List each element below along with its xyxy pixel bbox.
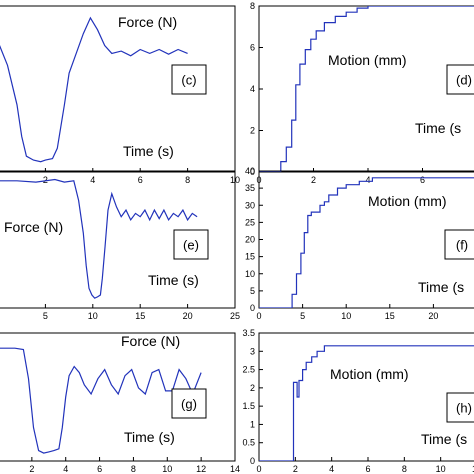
panel-d-time-label: Time (s	[415, 120, 461, 136]
panel-g-force-chart: 2 4 6 8 10 12 14 Force (N) Time (s) (g)	[0, 332, 240, 474]
y-tick-label: 0	[250, 456, 255, 466]
y-tick-label: 40	[245, 166, 255, 176]
x-tick-label: 10	[88, 311, 98, 321]
panel-h-series-line	[259, 345, 474, 461]
y-tick-label: 0	[250, 303, 255, 313]
y-tick-label: 25	[245, 217, 255, 227]
panel-f-time-label: Time (s	[418, 279, 464, 295]
y-tick-label: 1	[250, 419, 255, 429]
panel-g-time-label: Time (s)	[124, 429, 175, 445]
x-tick-label: 12	[196, 464, 206, 474]
panel-h-time-label: Time (s	[421, 431, 467, 447]
panel-d-quantity-label: Motion (mm)	[328, 52, 407, 68]
x-tick-label: 20	[428, 311, 438, 321]
y-tick-label: 1.5	[242, 401, 255, 411]
y-tick-label: 5	[250, 286, 255, 296]
panel-c-series-line	[0, 16, 188, 163]
panel-c-quantity-label: Force (N)	[118, 14, 177, 30]
panel-e-series-line	[0, 178, 198, 299]
y-tick-label: 3.5	[242, 328, 255, 338]
x-tick-label: 6	[97, 464, 102, 474]
y-tick-label: 4	[250, 84, 255, 94]
x-tick-label: 10	[162, 464, 172, 474]
x-tick-label: 2	[43, 175, 48, 185]
x-tick-label: 5	[43, 311, 48, 321]
y-tick-label: 0	[250, 167, 255, 177]
y-tick-label: 10	[245, 269, 255, 279]
x-tick-label: 10	[341, 311, 351, 321]
y-tick-label: 2	[250, 126, 255, 136]
panel-c-time-label: Time (s)	[123, 143, 174, 159]
panel-h-tag-label: (h)	[456, 401, 472, 416]
x-tick-label: 2	[293, 464, 298, 474]
panel-e-tag-label: (e)	[183, 238, 199, 253]
x-tick-label: 4	[63, 464, 68, 474]
panel-c-tag-box	[171, 64, 207, 95]
panel-c-tag-label: (c)	[181, 73, 196, 88]
panel-c-axes-frame	[0, 5, 236, 173]
y-tick-label: 35	[245, 183, 255, 193]
panel-g-tag-label: (g)	[181, 397, 197, 412]
x-tick-label: 2	[29, 464, 34, 474]
panel-h-tag-box	[446, 392, 474, 423]
x-tick-label: 6	[420, 175, 425, 185]
x-tick-label: 5	[300, 311, 305, 321]
panel-e-force-chart: 5 10 15 20 25 Force (N) Time (s) (e)	[0, 170, 240, 321]
panel-h-quantity-label: Motion (mm)	[330, 366, 409, 382]
panel-e-time-label: Time (s)	[148, 272, 199, 288]
y-tick-label: 2.5	[242, 365, 255, 375]
y-tick-label: 6	[250, 43, 255, 53]
x-tick-label: 4	[365, 175, 370, 185]
x-tick-label: 25	[230, 311, 240, 321]
y-tick-label: 3	[250, 346, 255, 356]
panel-e-quantity-label: Force (N)	[4, 219, 63, 235]
x-tick-label: 10	[436, 464, 446, 474]
y-tick-label: 8	[250, 1, 255, 11]
x-tick-label: 2	[311, 175, 316, 185]
x-tick-label: 6	[365, 464, 370, 474]
x-tick-label: 4	[329, 464, 334, 474]
panel-g-series-line	[0, 347, 202, 454]
panel-f-tag-label: (f)	[456, 238, 468, 253]
panel-g-quantity-label: Force (N)	[121, 333, 180, 349]
panel-d-tag-box	[446, 64, 474, 95]
x-tick-label: 8	[131, 464, 136, 474]
panel-f-tag-box	[444, 229, 474, 260]
x-tick-label: 14	[230, 464, 240, 474]
x-tick-label: 8	[185, 175, 190, 185]
panel-d-series-line	[259, 6, 474, 172]
panel-g-tag-box	[171, 388, 207, 419]
panel-h-motion-chart: 0 2 4 6 8 10 12 0 0.5 1 1.5 2 2.5 3 3.5 Motion (mm) Time…	[242, 328, 474, 474]
x-tick-label: 0	[256, 311, 261, 321]
x-tick-label: 8	[402, 464, 407, 474]
panel-d-motion-chart: 0246802468Motion (mm)Time (s(d)	[250, 1, 474, 185]
y-tick-label: 15	[245, 252, 255, 262]
y-tick-label: 0.5	[242, 438, 255, 448]
y-tick-label: 30	[245, 200, 255, 210]
x-tick-label: 15	[135, 311, 145, 321]
y-tick-label: 20	[245, 235, 255, 245]
x-tick-label: 15	[385, 311, 395, 321]
x-tick-label: 12	[472, 464, 474, 474]
panel-f-series-line	[259, 177, 474, 308]
panel-d-tag-label: (d)	[456, 73, 472, 88]
y-tick-label: 2	[250, 383, 255, 393]
panel-f-quantity-label: Motion (mm)	[368, 193, 447, 209]
panel-g-axes-frame	[0, 332, 236, 462]
panel-e-axes-frame	[0, 170, 236, 309]
panel-e-tag-box	[173, 229, 209, 260]
x-tick-label: 6	[138, 175, 143, 185]
x-tick-label: 20	[183, 311, 193, 321]
x-tick-label: 0	[256, 464, 261, 474]
x-tick-label: 4	[90, 175, 95, 185]
